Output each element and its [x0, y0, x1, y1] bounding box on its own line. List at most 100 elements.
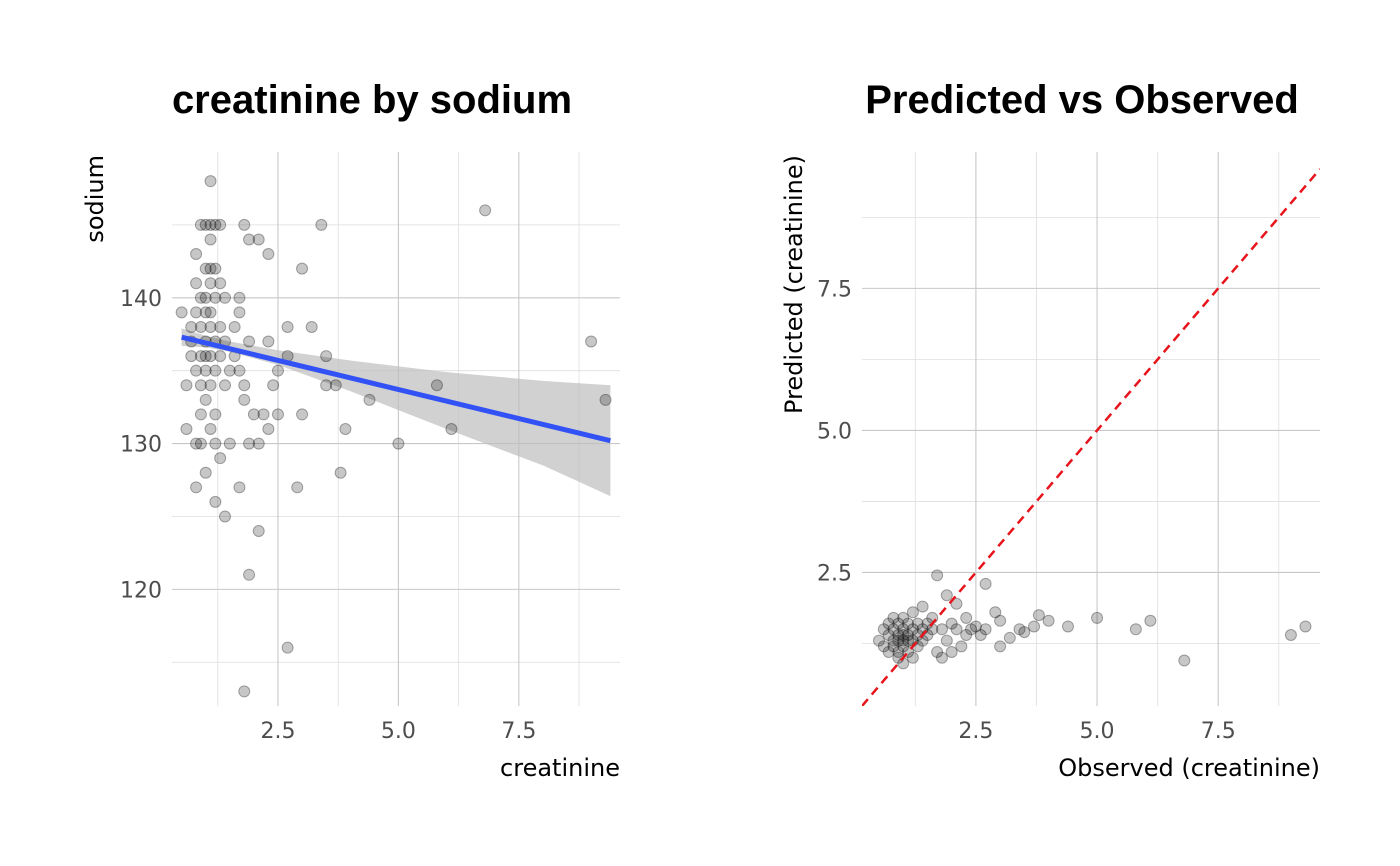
left-x-axis-title: creatinine: [500, 754, 620, 782]
right-data-point: [892, 646, 905, 659]
left-data-point: [233, 481, 246, 494]
left-data-point: [214, 452, 227, 465]
left-data-point: [204, 306, 217, 319]
right-data-point: [877, 640, 890, 653]
left-y-tick-label: 140: [120, 287, 162, 312]
right-data-point: [887, 623, 900, 636]
left-data-point: [199, 306, 212, 319]
right-x-ticks: 2.5 5.0 7.5: [958, 719, 1235, 744]
left-points: [175, 175, 612, 698]
right-data-point: [931, 646, 944, 659]
left-data-point: [238, 393, 251, 406]
left-data-point: [271, 408, 284, 421]
right-data-point: [1178, 654, 1191, 667]
left-data-point: [214, 320, 227, 333]
left-data-point: [315, 218, 328, 231]
left-y-tick-label: 120: [120, 578, 162, 603]
right-y-tick-label: 5.0: [817, 419, 852, 444]
left-data-point: [271, 364, 284, 377]
right-data-point: [979, 623, 992, 636]
right-data-point: [906, 651, 919, 664]
right-points: [872, 569, 1312, 670]
left-data-point: [190, 481, 203, 494]
left-data-point: [238, 218, 251, 231]
left-data-point: [243, 335, 256, 348]
left-x-ticks: 2.5 5.0 7.5: [260, 719, 536, 744]
left-data-point: [199, 393, 212, 406]
left-data-point: [296, 408, 309, 421]
left-data-point: [243, 568, 256, 581]
right-data-point: [1091, 611, 1104, 624]
right-data-point: [892, 628, 905, 641]
right-data-point: [979, 577, 992, 590]
right-x-tick-label: 2.5: [958, 719, 993, 744]
left-data-point: [339, 423, 352, 435]
right-data-point: [1042, 614, 1055, 627]
right-data-point: [897, 623, 910, 636]
left-data-point: [363, 393, 376, 406]
left-data-point: [180, 379, 193, 392]
left-data-point: [204, 277, 217, 290]
right-data-point: [1061, 620, 1074, 633]
right-data-point: [897, 628, 910, 641]
left-x-tick-label: 2.5: [260, 719, 295, 744]
left-data-point: [252, 233, 265, 246]
left-data-point: [262, 335, 275, 348]
right-data-point: [989, 606, 1002, 619]
left-data-point: [223, 364, 236, 377]
left-data-point: [320, 379, 333, 392]
left-data-point: [209, 218, 222, 231]
left-data-point: [204, 320, 217, 333]
left-y-ticks: 120 130 140: [120, 287, 162, 604]
left-data-point: [204, 423, 217, 435]
left-data-point: [194, 218, 207, 231]
left-data-point: [247, 408, 260, 421]
left-data-point: [252, 525, 265, 538]
left-data-point: [238, 685, 251, 698]
left-y-tick-label: 130: [120, 433, 162, 458]
right-data-point: [882, 617, 895, 630]
left-data-point: [585, 335, 598, 348]
left-data-point: [305, 320, 318, 333]
left-data-point: [204, 379, 217, 392]
left-data-point: [209, 291, 222, 304]
left-data-point: [190, 306, 203, 319]
left-data-point: [199, 466, 212, 479]
right-data-point: [935, 651, 948, 664]
left-data-point: [194, 408, 207, 421]
left-data-point: [190, 277, 203, 290]
left-data-point: [262, 248, 275, 261]
right-x-tick-label: 5.0: [1080, 719, 1115, 744]
left-data-point: [218, 379, 231, 392]
left-data-point: [257, 408, 270, 421]
right-data-point: [994, 640, 1007, 653]
left-data-point: [199, 218, 212, 231]
right-panel: Predicted vs Observed 2.5 5.0 7.5 2.5 5.0 7.…: [780, 78, 1320, 782]
left-data-point: [194, 320, 207, 333]
right-data-point: [945, 617, 958, 630]
right-data-point: [1013, 623, 1026, 636]
right-data-point: [897, 634, 910, 647]
right-data-point: [916, 600, 929, 613]
right-data-point: [897, 611, 910, 624]
left-data-point: [194, 350, 207, 363]
left-data-point: [199, 291, 212, 304]
right-data-point: [872, 634, 885, 647]
left-data-point: [228, 320, 241, 333]
left-data-point: [223, 437, 236, 450]
right-reference-line-group: [862, 168, 1320, 706]
left-data-point: [204, 233, 217, 246]
right-data-point: [877, 623, 890, 636]
left-data-point: [329, 379, 342, 392]
right-data-point: [994, 614, 1007, 627]
right-x-axis-title: Observed (creatinine): [1058, 754, 1320, 782]
left-data-point: [233, 306, 246, 319]
left-data-point: [238, 379, 251, 392]
right-data-point: [897, 640, 910, 653]
right-data-point: [1284, 628, 1297, 641]
right-grid: [862, 152, 1320, 706]
left-data-point: [199, 364, 212, 377]
left-data-point: [214, 277, 227, 290]
left-data-point: [209, 364, 222, 377]
